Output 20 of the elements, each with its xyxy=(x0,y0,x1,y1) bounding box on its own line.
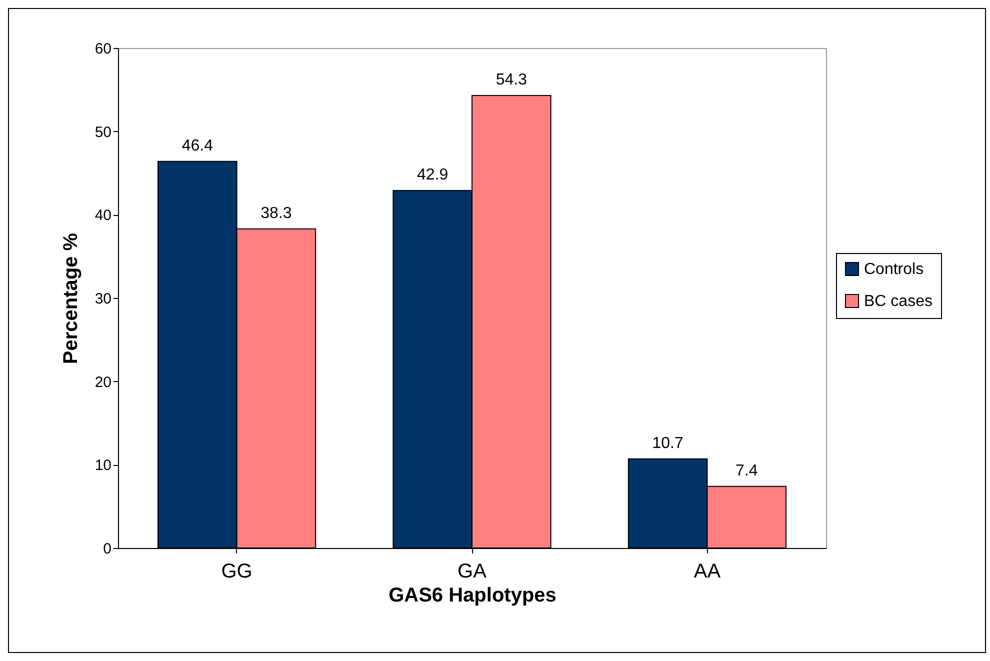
data-label: 46.4 xyxy=(182,137,214,154)
legend-label: BC cases xyxy=(864,293,932,310)
legend-label: Controls xyxy=(864,261,924,278)
data-label: 54.3 xyxy=(496,72,528,88)
x-tick-label: GA xyxy=(458,560,488,582)
y-tick-label: 20 xyxy=(94,374,112,391)
x-axis-title: GAS6 Haplotypes xyxy=(388,584,556,606)
data-label: 10.7 xyxy=(652,434,684,452)
data-label: 42.9 xyxy=(417,166,448,184)
data-label: 38.3 xyxy=(260,204,292,222)
y-tick-label: 10 xyxy=(94,457,112,474)
y-tick-label: 40 xyxy=(94,207,112,224)
y-tick-label: 30 xyxy=(94,290,112,308)
x-tick-label: AA xyxy=(694,560,722,582)
y-tick-label: 50 xyxy=(94,124,112,141)
y-tick-label: 0 xyxy=(103,540,112,558)
x-tick-label: GG xyxy=(221,560,252,582)
y-tick-label: 60 xyxy=(94,40,112,58)
y-axis-title: Percentage % xyxy=(60,232,82,364)
data-label: 7.4 xyxy=(735,462,758,480)
